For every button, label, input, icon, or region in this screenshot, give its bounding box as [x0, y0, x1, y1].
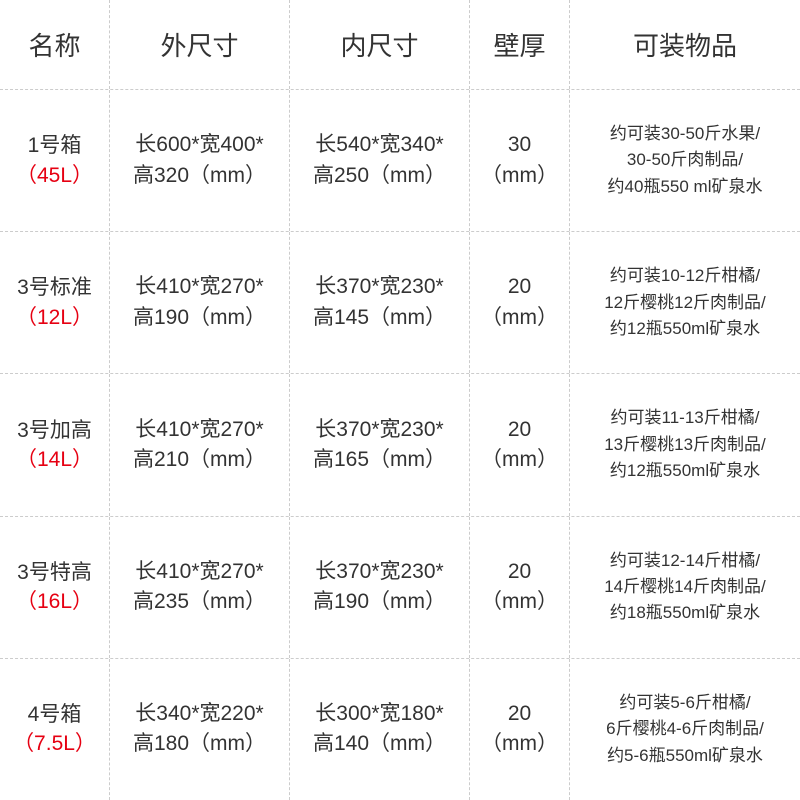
header-thickness-label: 壁厚 [493, 26, 545, 63]
items-l2: 14斤樱桃14斤肉制品/ [604, 574, 766, 600]
cell-outer: 长410*宽270* 高235（mm） [110, 517, 290, 658]
outer-dim-l2: 高210（mm） [133, 445, 266, 475]
table-header-row: 名称 外尺寸 内尺寸 壁厚 可装物品 [0, 0, 800, 90]
cell-name: 3号标准 （12L） [0, 232, 110, 373]
outer-dim-l2: 高235（mm） [133, 587, 266, 617]
box-name: 3号加高 [17, 416, 92, 445]
thickness-unit: （mm） [481, 161, 558, 191]
header-outer: 外尺寸 [110, 0, 290, 89]
header-outer-label: 外尺寸 [160, 26, 238, 63]
cell-inner: 长300*宽180* 高140（mm） [290, 659, 470, 800]
inner-dim-l1: 长370*宽230* [315, 557, 443, 587]
thickness-value: 30 [508, 130, 531, 160]
box-capacity: （14L） [16, 445, 93, 474]
items-l2: 6斤樱桃4-6斤肉制品/ [606, 716, 764, 742]
cell-name: 3号特高 （16L） [0, 517, 110, 658]
items-l3: 约12瓶550ml矿泉水 [610, 316, 760, 342]
spec-table: 名称 外尺寸 内尺寸 壁厚 可装物品 1号箱 （45L） 长600*宽400* … [0, 0, 800, 800]
items-l3: 约5-6瓶550ml矿泉水 [607, 743, 763, 769]
cell-items: 约可装10-12斤柑橘/ 12斤樱桃12斤肉制品/ 约12瓶550ml矿泉水 [570, 232, 800, 373]
cell-thickness: 20 （mm） [470, 517, 570, 658]
thickness-unit: （mm） [481, 303, 558, 333]
items-l1: 约可装11-13斤柑橘/ [611, 405, 760, 431]
items-l3: 约40瓶550 ml矿泉水 [608, 174, 763, 200]
box-capacity: （12L） [16, 303, 93, 332]
outer-dim-l1: 长410*宽270* [135, 415, 263, 445]
outer-dim-l1: 长410*宽270* [135, 272, 263, 302]
box-capacity: （45L） [16, 161, 93, 190]
cell-items: 约可装12-14斤柑橘/ 14斤樱桃14斤肉制品/ 约18瓶550ml矿泉水 [570, 517, 800, 658]
table-row: 3号标准 （12L） 长410*宽270* 高190（mm） 长370*宽230… [0, 232, 800, 374]
header-inner: 内尺寸 [290, 0, 470, 89]
cell-thickness: 20 （mm） [470, 659, 570, 800]
header-items: 可装物品 [570, 0, 800, 89]
items-l3: 约12瓶550ml矿泉水 [610, 458, 760, 484]
box-name: 4号箱 [28, 700, 82, 729]
table-row: 1号箱 （45L） 长600*宽400* 高320（mm） 长540*宽340*… [0, 90, 800, 232]
thickness-unit: （mm） [481, 445, 558, 475]
box-capacity: （16L） [16, 587, 93, 616]
inner-dim-l2: 高250（mm） [313, 161, 446, 191]
items-l2: 30-50斤肉制品/ [627, 147, 743, 173]
header-inner-label: 内尺寸 [340, 26, 418, 63]
outer-dim-l1: 长600*宽400* [135, 130, 263, 160]
header-name: 名称 [0, 0, 110, 89]
thickness-value: 20 [508, 557, 531, 587]
header-name-label: 名称 [28, 26, 80, 63]
outer-dim-l1: 长340*宽220* [135, 699, 263, 729]
thickness-value: 20 [508, 415, 531, 445]
cell-name: 4号箱 （7.5L） [0, 659, 110, 800]
inner-dim-l1: 长540*宽340* [315, 130, 443, 160]
cell-inner: 长370*宽230* 高165（mm） [290, 374, 470, 515]
thickness-unit: （mm） [481, 587, 558, 617]
outer-dim-l2: 高320（mm） [133, 161, 266, 191]
outer-dim-l2: 高190（mm） [133, 303, 266, 333]
items-l3: 约18瓶550ml矿泉水 [610, 600, 760, 626]
cell-outer: 长410*宽270* 高190（mm） [110, 232, 290, 373]
cell-thickness: 30 （mm） [470, 90, 570, 231]
inner-dim-l1: 长370*宽230* [315, 272, 443, 302]
inner-dim-l2: 高145（mm） [313, 303, 446, 333]
cell-inner: 长540*宽340* 高250（mm） [290, 90, 470, 231]
cell-name: 3号加高 （14L） [0, 374, 110, 515]
table-row: 3号特高 （16L） 长410*宽270* 高235（mm） 长370*宽230… [0, 517, 800, 659]
items-l1: 约可装10-12斤柑橘/ [610, 263, 760, 289]
cell-items: 约可装11-13斤柑橘/ 13斤樱桃13斤肉制品/ 约12瓶550ml矿泉水 [570, 374, 800, 515]
cell-name: 1号箱 （45L） [0, 90, 110, 231]
cell-outer: 长340*宽220* 高180（mm） [110, 659, 290, 800]
box-name: 3号特高 [17, 558, 92, 587]
cell-outer: 长600*宽400* 高320（mm） [110, 90, 290, 231]
header-thickness: 壁厚 [470, 0, 570, 89]
outer-dim-l2: 高180（mm） [133, 729, 266, 759]
cell-inner: 长370*宽230* 高190（mm） [290, 517, 470, 658]
inner-dim-l1: 长300*宽180* [315, 699, 443, 729]
cell-items: 约可装30-50斤水果/ 30-50斤肉制品/ 约40瓶550 ml矿泉水 [570, 90, 800, 231]
box-name: 1号箱 [28, 131, 82, 160]
items-l2: 12斤樱桃12斤肉制品/ [604, 290, 766, 316]
thickness-value: 20 [508, 272, 531, 302]
cell-items: 约可装5-6斤柑橘/ 6斤樱桃4-6斤肉制品/ 约5-6瓶550ml矿泉水 [570, 659, 800, 800]
items-l1: 约可装5-6斤柑橘/ [619, 690, 750, 716]
items-l2: 13斤樱桃13斤肉制品/ [604, 432, 766, 458]
box-capacity: （7.5L） [13, 729, 96, 758]
cell-thickness: 20 （mm） [470, 374, 570, 515]
cell-outer: 长410*宽270* 高210（mm） [110, 374, 290, 515]
outer-dim-l1: 长410*宽270* [135, 557, 263, 587]
inner-dim-l2: 高165（mm） [313, 445, 446, 475]
header-items-label: 可装物品 [633, 26, 737, 63]
items-l1: 约可装12-14斤柑橘/ [610, 548, 760, 574]
cell-inner: 长370*宽230* 高145（mm） [290, 232, 470, 373]
table-row: 3号加高 （14L） 长410*宽270* 高210（mm） 长370*宽230… [0, 374, 800, 516]
box-name: 3号标准 [17, 273, 92, 302]
thickness-unit: （mm） [481, 729, 558, 759]
items-l1: 约可装30-50斤水果/ [610, 121, 760, 147]
inner-dim-l1: 长370*宽230* [315, 415, 443, 445]
thickness-value: 20 [508, 699, 531, 729]
cell-thickness: 20 （mm） [470, 232, 570, 373]
inner-dim-l2: 高140（mm） [313, 729, 446, 759]
table-row: 4号箱 （7.5L） 长340*宽220* 高180（mm） 长300*宽180… [0, 659, 800, 800]
inner-dim-l2: 高190（mm） [313, 587, 446, 617]
